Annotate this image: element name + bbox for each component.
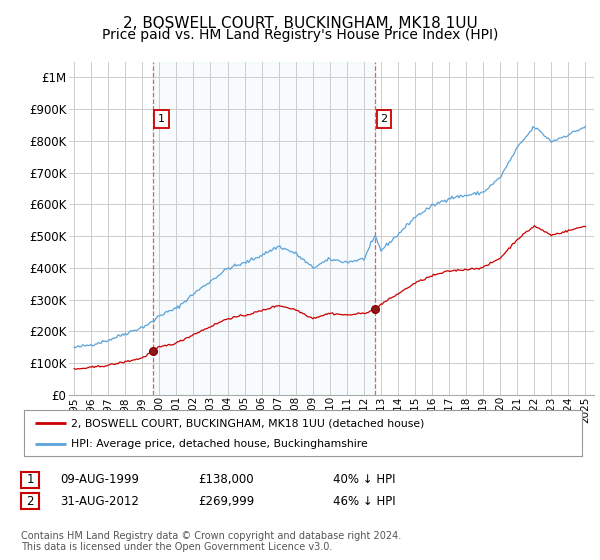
- Text: 2, BOSWELL COURT, BUCKINGHAM, MK18 1UU (detached house): 2, BOSWELL COURT, BUCKINGHAM, MK18 1UU (…: [71, 418, 425, 428]
- Text: 40% ↓ HPI: 40% ↓ HPI: [333, 473, 395, 487]
- Text: 1: 1: [158, 114, 165, 124]
- Text: 2, BOSWELL COURT, BUCKINGHAM, MK18 1UU: 2, BOSWELL COURT, BUCKINGHAM, MK18 1UU: [122, 16, 478, 31]
- Text: 31-AUG-2012: 31-AUG-2012: [60, 494, 139, 508]
- Text: 46% ↓ HPI: 46% ↓ HPI: [333, 494, 395, 508]
- Text: 1: 1: [26, 473, 34, 487]
- Text: £138,000: £138,000: [198, 473, 254, 487]
- Text: 2: 2: [380, 114, 388, 124]
- Text: Contains HM Land Registry data © Crown copyright and database right 2024.
This d: Contains HM Land Registry data © Crown c…: [21, 531, 401, 553]
- Text: Price paid vs. HM Land Registry's House Price Index (HPI): Price paid vs. HM Land Registry's House …: [102, 28, 498, 42]
- Text: 2: 2: [26, 494, 34, 508]
- Text: HPI: Average price, detached house, Buckinghamshire: HPI: Average price, detached house, Buck…: [71, 440, 368, 450]
- Text: 09-AUG-1999: 09-AUG-1999: [60, 473, 139, 487]
- Bar: [153, 62, 376, 395]
- Text: £269,999: £269,999: [198, 494, 254, 508]
